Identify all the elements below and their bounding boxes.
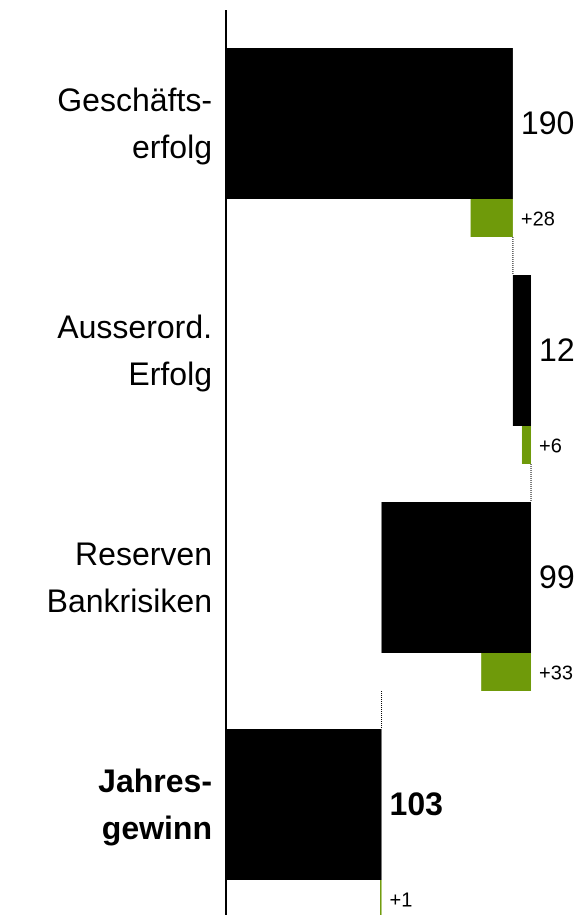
bar — [512, 275, 532, 426]
category-line: Reserven — [75, 536, 212, 572]
change-bar — [380, 880, 382, 915]
change-label: +33 — [539, 662, 573, 684]
change-bar — [470, 199, 513, 237]
change-bar — [481, 653, 532, 691]
change-label: +1 — [390, 889, 413, 911]
category-line: Jahres- — [98, 763, 212, 799]
change-label: +6 — [539, 435, 562, 457]
bar — [381, 502, 532, 653]
category-label: Ausserord. Erfolg — [57, 309, 212, 392]
category-line: Geschäfts- — [57, 82, 212, 118]
category-line: Ausserord. — [57, 309, 212, 345]
category-line: Erfolg — [128, 356, 212, 392]
category-label: Geschäfts-erfolg — [57, 82, 212, 165]
value-label: 190 — [521, 105, 574, 141]
value-label: 103 — [390, 786, 443, 822]
category-line: erfolg — [132, 129, 212, 165]
category-label: Reserven Bankrisiken — [47, 536, 212, 619]
bar — [226, 729, 382, 880]
bar — [226, 48, 513, 199]
category-label: Jahres-gewinn — [98, 763, 212, 846]
change-bar — [521, 426, 532, 464]
category-line: gewinn — [102, 810, 212, 846]
value-label: 12 — [539, 332, 575, 368]
category-line: Bankrisiken — [47, 583, 212, 619]
value-label: 99 — [539, 559, 575, 595]
change-label: +28 — [521, 208, 555, 230]
